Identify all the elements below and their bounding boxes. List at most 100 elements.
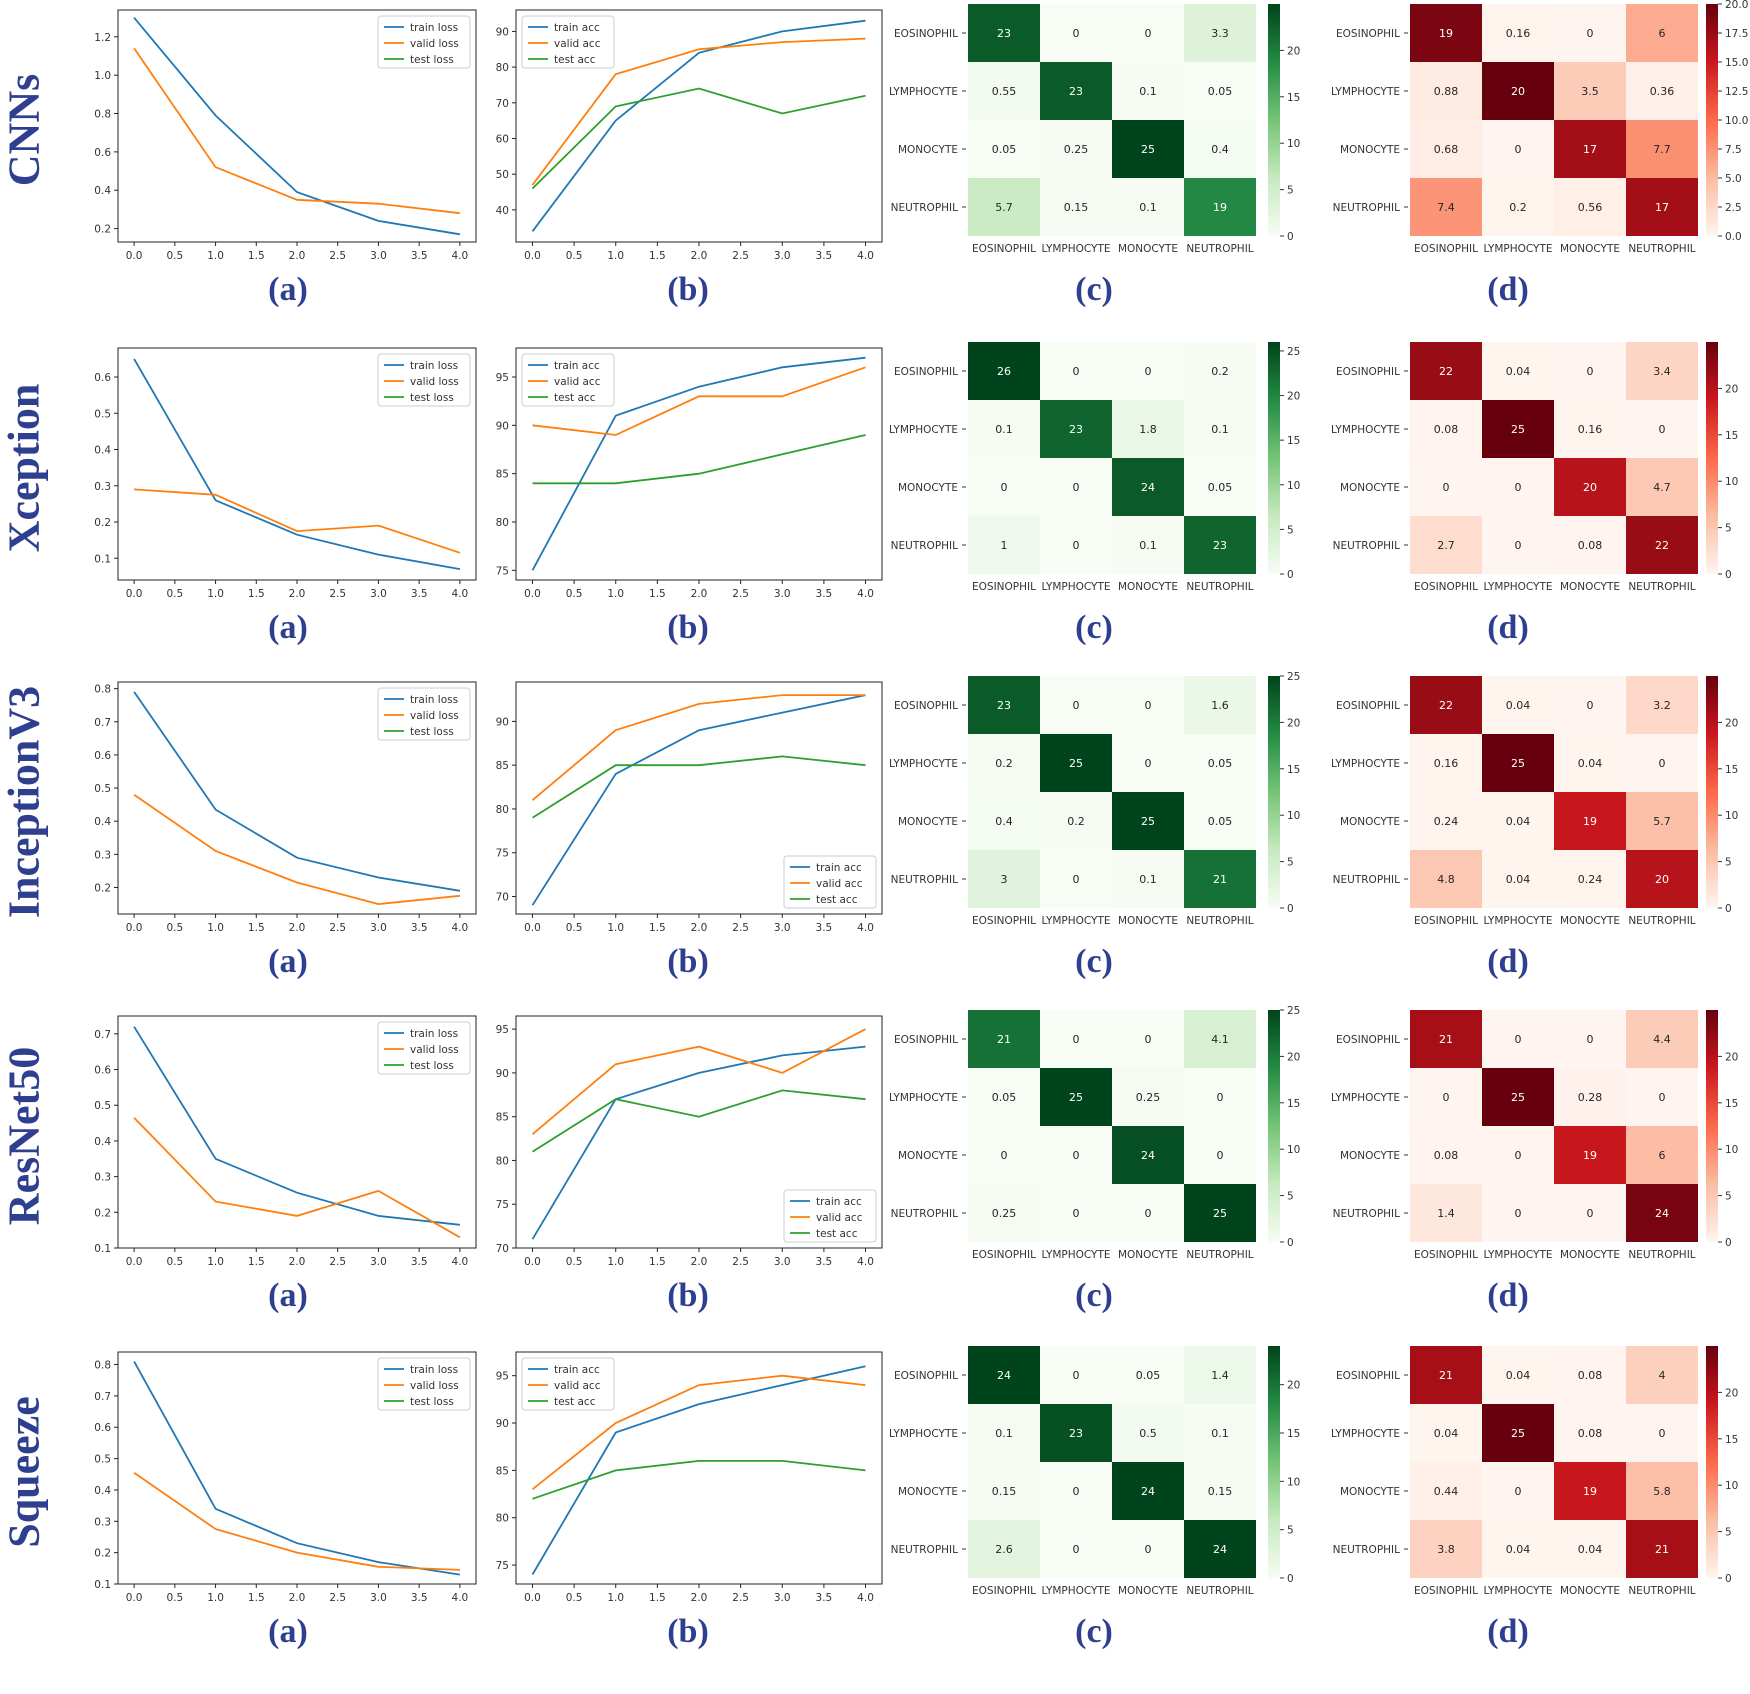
heatmap-cell	[1482, 676, 1554, 734]
heatmap-cell	[1482, 1346, 1554, 1404]
col-label: LYMPHOCYTE	[1483, 1249, 1552, 1261]
colorbar-label: 10	[1287, 480, 1300, 492]
heatmap-cell	[1040, 458, 1112, 516]
series-line-test-acc	[532, 755, 866, 819]
heatmap-cell	[1482, 516, 1554, 574]
colorbar-label: 10.0	[1725, 115, 1748, 127]
heatmap-cell-value: 0.08	[1434, 423, 1459, 436]
series-line-valid-acc	[532, 366, 866, 436]
heatmap-cell	[1482, 178, 1554, 236]
heatmap-cell-value: 0.15	[992, 1485, 1017, 1498]
colorbar	[1268, 676, 1280, 908]
col-label: LYMPHOCYTE	[1483, 915, 1552, 927]
x-tick-label: 1.5	[649, 1256, 666, 1268]
heatmap-cell-value: 0	[1217, 1091, 1224, 1104]
heatmap-cell	[1040, 1462, 1112, 1520]
loss-chart: 0.0 0.5 1.0 1.5 2.0 2.5 3.0 3.5 4.0 0.2 0.4 0.6 0.8 1…	[94, 9, 477, 262]
y-tick-label: 0.2	[94, 882, 111, 894]
heatmap-cell	[1482, 1126, 1554, 1184]
panel-label: (a)	[268, 1613, 308, 1650]
heatmap-cell	[1112, 178, 1184, 236]
row-label: MONOCYTE	[1340, 482, 1400, 494]
heatmap-cell	[1112, 458, 1184, 516]
series-line-valid-acc	[531, 37, 866, 186]
acc-chart: 0.0 0.5 1.0 1.5 2.0 2.5 3.0 3.5 4.0 75 80 85 90 95 tra…	[496, 1351, 883, 1604]
colorbar-label: 17.5	[1725, 28, 1748, 40]
heatmap-cell	[1112, 1346, 1184, 1404]
legend-box	[377, 687, 471, 741]
heatmap-cell	[1554, 850, 1626, 908]
legend: train acc valid acc test acc	[521, 353, 615, 407]
x-tick-label: 0.0	[524, 588, 541, 600]
acc-chart: 0.0 0.5 1.0 1.5 2.0 2.5 3.0 3.5 4.0 70 75 80 85 90 tra…	[496, 681, 883, 934]
colorbar-label: 20.0	[1725, 0, 1748, 11]
heatmap-cell	[1554, 792, 1626, 850]
heatmap-cell-value: 0.25	[1064, 143, 1089, 156]
y-tick-label: 90	[496, 1418, 509, 1430]
heatmap-cell	[1626, 1068, 1698, 1126]
heatmap-cell	[1554, 516, 1626, 574]
legend-entry: valid loss	[410, 710, 459, 722]
y-tick-label: 75	[496, 565, 509, 577]
heatmap-cell	[1112, 1010, 1184, 1068]
x-tick-label: 3.5	[411, 1256, 428, 1268]
x-tick-label: 0.0	[524, 1256, 541, 1268]
heatmap-cell	[1040, 850, 1112, 908]
heatmap-cell-value: 0.05	[992, 1091, 1017, 1104]
y-tick-label: 0.2	[94, 517, 111, 529]
x-tick-label: 0.5	[166, 1592, 183, 1604]
row-label: MONOCYTE	[1340, 1150, 1400, 1162]
heatmap-cell-value: 0.55	[992, 85, 1017, 98]
x-tick-label: 0.0	[524, 922, 541, 934]
x-tick-label: 2.0	[289, 1256, 306, 1268]
y-tick-label: 0.4	[94, 445, 111, 457]
heatmap-cell-value: 0.36	[1650, 85, 1675, 98]
heatmap-cell-value: 0.1	[995, 423, 1013, 436]
row-label: LYMPHOCYTE	[1331, 1092, 1400, 1104]
heatmap-cell	[1482, 1520, 1554, 1578]
heatmap-cell-value: 19	[1583, 1149, 1597, 1162]
legend-entry: train acc	[554, 22, 600, 34]
heatmap-cell	[1112, 792, 1184, 850]
heatmap-cell	[1184, 62, 1256, 120]
panel-label: (c)	[1075, 1613, 1113, 1650]
heatmap-cell	[1112, 1184, 1184, 1242]
cm_green-heatmap: 23 0 0 1.6 0.2 25 0 0.05 0.4 0.2 25 0.05 3 0 0.1 21 EOSI…	[889, 671, 1300, 927]
heatmap-cell	[968, 1126, 1040, 1184]
heatmap-cell-value: 23	[1069, 85, 1083, 98]
colorbar-label: 7.5	[1725, 144, 1742, 156]
x-tick-label: 1.0	[607, 1592, 624, 1604]
heatmap-cell	[1184, 676, 1256, 734]
heatmap-cell	[1482, 1010, 1554, 1068]
heatmap-cell	[968, 1068, 1040, 1126]
heatmap-cell-value: 3.8	[1437, 1543, 1455, 1556]
heatmap-cell-value: 0.08	[1434, 1149, 1459, 1162]
colorbar-label: 12.5	[1725, 86, 1748, 98]
row-label: NEUTROPHIL	[891, 540, 958, 552]
y-tick-label: 1.0	[94, 70, 111, 82]
x-tick-label: 1.0	[207, 1256, 224, 1268]
panel-label: (c)	[1075, 271, 1113, 308]
row-label: LYMPHOCYTE	[1331, 758, 1400, 770]
heatmap-cell	[1040, 1520, 1112, 1578]
model-row-label: Squeeze	[0, 1396, 49, 1548]
heatmap-cell	[1554, 1404, 1626, 1462]
heatmap-cell-value: 24	[997, 1369, 1011, 1382]
heatmap-cell	[968, 792, 1040, 850]
heatmap-cell	[1626, 1404, 1698, 1462]
heatmap-cell	[968, 850, 1040, 908]
y-tick-label: 90	[496, 420, 509, 432]
colorbar-label: 10	[1725, 1144, 1738, 1156]
heatmap-cell	[1626, 1346, 1698, 1404]
heatmap-cell	[1112, 516, 1184, 574]
heatmap-cell-value: 21	[1213, 873, 1227, 886]
heatmap-cell-value: 6	[1659, 27, 1666, 40]
heatmap-cell-value: 0.88	[1434, 85, 1459, 98]
colorbar-label: 5	[1287, 1191, 1294, 1203]
heatmap-cell	[1626, 792, 1698, 850]
x-tick-label: 4.0	[857, 250, 874, 262]
heatmap-cell	[968, 516, 1040, 574]
legend-entry: train acc	[554, 1364, 600, 1376]
heatmap-cell	[1626, 516, 1698, 574]
x-tick-label: 2.5	[329, 1256, 346, 1268]
